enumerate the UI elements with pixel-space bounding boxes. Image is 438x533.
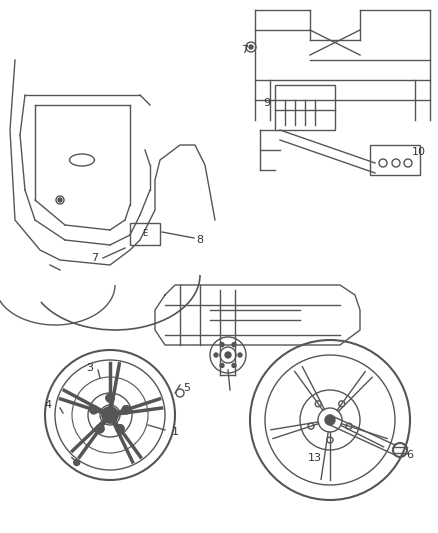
Circle shape: [220, 364, 224, 367]
Circle shape: [325, 415, 335, 425]
Circle shape: [214, 353, 218, 357]
Circle shape: [232, 343, 236, 346]
Circle shape: [220, 343, 224, 346]
Text: 6: 6: [406, 450, 413, 460]
Text: 4: 4: [44, 400, 52, 410]
Text: 9: 9: [263, 98, 270, 108]
Circle shape: [116, 425, 124, 433]
Circle shape: [238, 353, 242, 357]
Circle shape: [249, 45, 253, 49]
Text: 1: 1: [172, 427, 179, 437]
Circle shape: [232, 364, 236, 367]
Text: 8: 8: [196, 235, 204, 245]
Circle shape: [225, 352, 231, 358]
Text: 5: 5: [184, 383, 191, 393]
Circle shape: [96, 425, 104, 433]
Circle shape: [90, 406, 98, 414]
Circle shape: [58, 198, 62, 202]
Bar: [275, 85, 335, 130]
Text: 13: 13: [308, 453, 322, 463]
Bar: [370, 145, 420, 175]
Text: 7: 7: [241, 45, 248, 55]
Text: 10: 10: [412, 147, 426, 157]
Bar: [130, 223, 160, 245]
Text: 3: 3: [86, 363, 93, 373]
Circle shape: [106, 411, 114, 419]
Text: E: E: [142, 230, 148, 238]
Circle shape: [74, 459, 80, 465]
Circle shape: [102, 407, 118, 423]
Text: 7: 7: [92, 253, 99, 263]
Circle shape: [122, 406, 130, 414]
Circle shape: [106, 394, 114, 402]
